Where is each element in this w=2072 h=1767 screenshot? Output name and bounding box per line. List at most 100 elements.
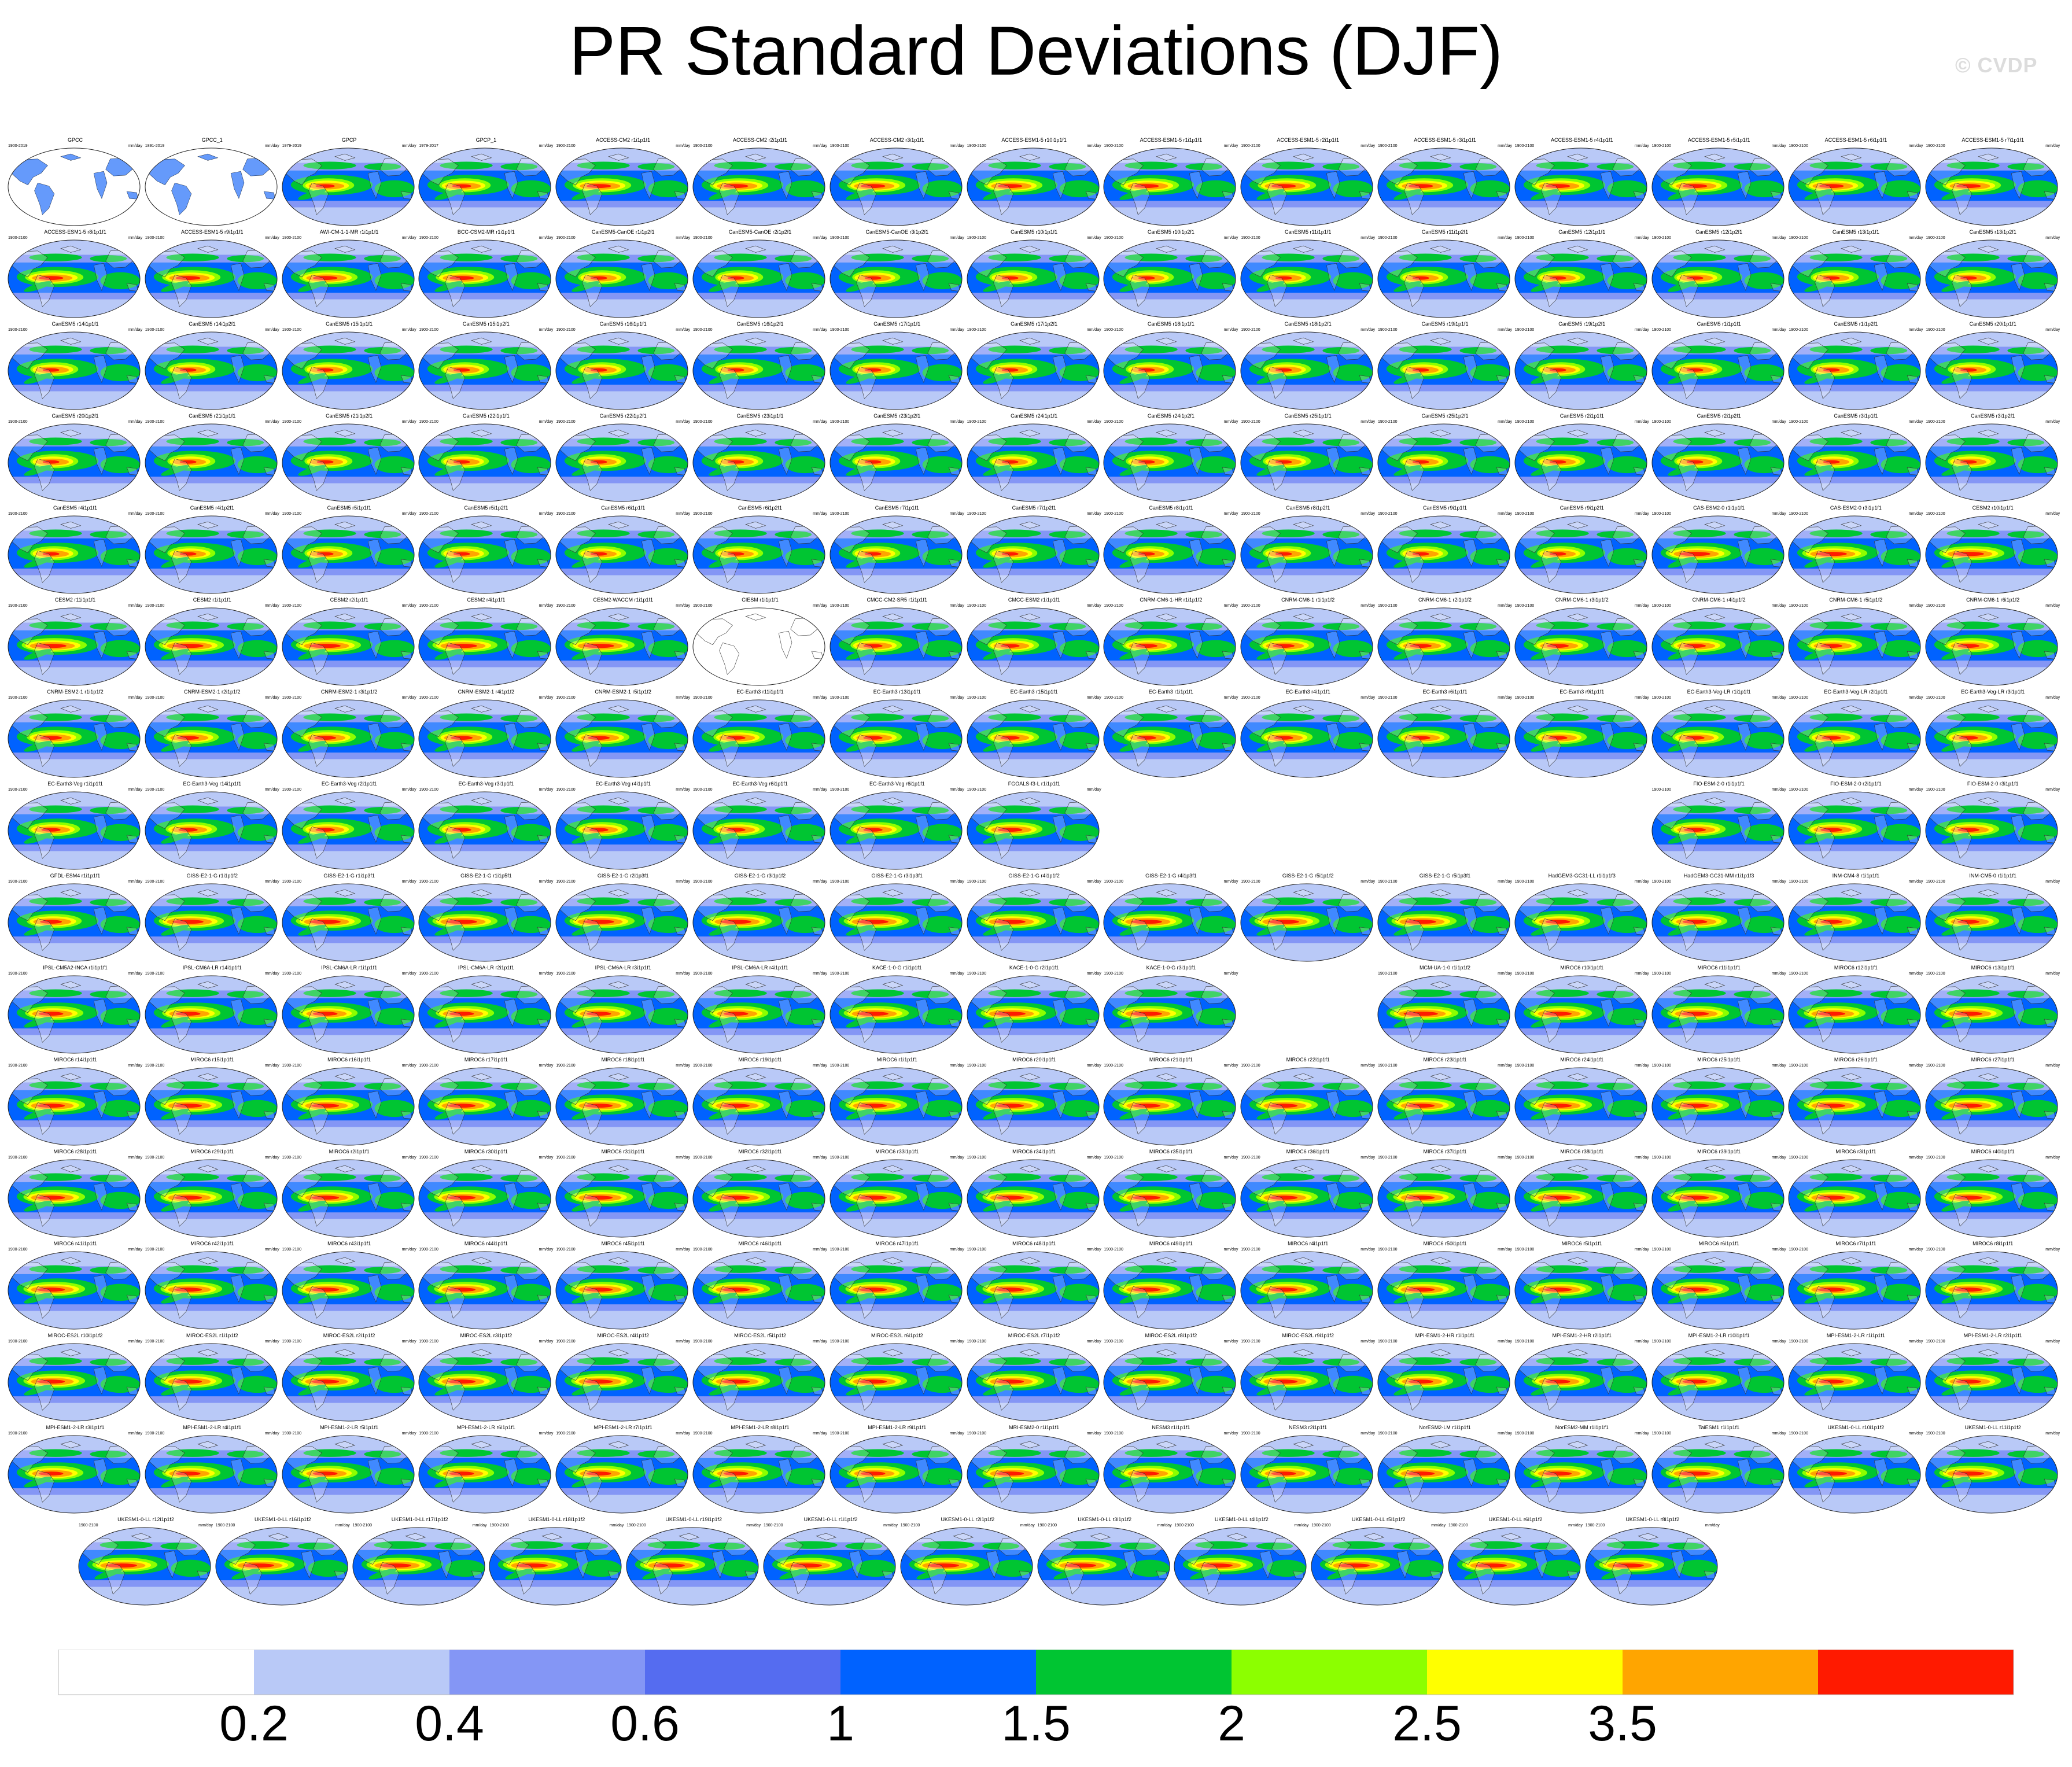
map-outline (1514, 423, 1647, 502)
map-panel: GFDL-ESM4 r1i1p1f1 1900-2100 mm/day (7, 872, 143, 965)
panel-map (1788, 607, 1921, 686)
panel-units: mm/day (2045, 420, 2060, 424)
panel-years: 1900-2100 (145, 972, 165, 976)
panel-title: CNRM-CM6-1 r1i1p1f2 (1281, 597, 1335, 603)
panel-title: CanESM5 r8i1p1f1 (1149, 505, 1193, 511)
map-outline (145, 1159, 278, 1238)
map-outline (967, 423, 1100, 502)
map-panel: GPCP_1 1979-2017 mm/day (418, 137, 554, 229)
map-outline (1651, 1251, 1785, 1330)
panel-title: MIROC6 r23i1p1f1 (1423, 1057, 1467, 1063)
panel-map (555, 1159, 688, 1238)
panel-years: 1900-2100 (967, 144, 987, 148)
panel-title: GISS-E2-1-G r2i1p3f1 (597, 873, 649, 879)
map-outline (829, 791, 963, 870)
panel-years: 1900-2100 (419, 788, 438, 792)
panel-map (1103, 607, 1236, 686)
panel-units: mm/day (1908, 1248, 1923, 1252)
panel-map (1925, 515, 2058, 594)
map-outline (1925, 147, 2058, 226)
panel-map (1103, 239, 1236, 318)
panel-title: CanESM5 r20i1p2f1 (51, 413, 99, 419)
map-outline (555, 331, 688, 410)
panel-map (1311, 1527, 1444, 1606)
map-outline (1651, 883, 1785, 962)
panel-map (1788, 1251, 1921, 1330)
panel-years: 1900-2100 (556, 1064, 576, 1068)
map-panel: MIROC6 r32i1p1f1 1900-2100 mm/day (692, 1148, 828, 1241)
panel-units: mm/day (1634, 972, 1649, 976)
map-panel: CNRM-CM6-1-HR r1i1p1f2 1900-2100 mm/day (1103, 596, 1239, 689)
panel-map (1103, 147, 1236, 226)
panel-title: MIROC6 r49i1p1f1 (1149, 1241, 1193, 1246)
panel-map (692, 1435, 825, 1514)
map-outline (555, 1435, 688, 1514)
panel-years: 1900-2100 (1311, 1523, 1331, 1528)
panel-map (829, 515, 963, 594)
panel-map (1788, 791, 1921, 870)
panel-map (1240, 1343, 1373, 1422)
panel-units: mm/day (1634, 144, 1649, 148)
panel-map (1788, 239, 1921, 318)
panel-title: CanESM5 r25i1p2f1 (1421, 413, 1469, 419)
panel-map (1925, 699, 2058, 778)
panel-title: ACCESS-ESM1-5 r3i1p1f1 (1414, 137, 1476, 143)
colorbar-tick-label: 0.2 (219, 1696, 289, 1751)
panel-years: 1900-2100 (556, 1340, 576, 1344)
panel-units: mm/day (1498, 1156, 1512, 1160)
map-outline (1925, 423, 2058, 502)
map-outline (489, 1527, 622, 1606)
panel-years: 1900-2100 (967, 972, 987, 976)
panel-title: MIROC6 r35i1p1f1 (1149, 1149, 1193, 1154)
panel-title: IPSL-CM6A-LR r3i1p1f1 (595, 965, 651, 971)
panel-units: mm/day (401, 604, 416, 608)
map-outline (1240, 699, 1373, 778)
panel-units: mm/day (264, 880, 279, 884)
panel-title: UKESM1-0-LL r19i1p1f2 (665, 1517, 722, 1522)
map-outline (1651, 1159, 1785, 1238)
panel-title: CanESM5 r7i1p2f1 (1012, 505, 1056, 511)
panel-title: CMCC-ESM2 r1i1p1f1 (1008, 597, 1060, 603)
map-outline (282, 699, 415, 778)
panel-years: 1900-2100 (556, 788, 576, 792)
panel-years: 1900-2100 (419, 1248, 438, 1252)
map-outline (692, 1067, 825, 1146)
panel-map (489, 1527, 622, 1606)
panel-years: 1900-2100 (693, 1156, 713, 1160)
map-outline (967, 1343, 1100, 1422)
map-outline (1651, 1435, 1785, 1514)
map-outline (967, 791, 1100, 870)
map-panel: CNRM-ESM2-1 r2i1p1f2 1900-2100 mm/day (144, 688, 281, 781)
map-panel: CNRM-CM6-1 r2i1p1f2 1900-2100 mm/day (1377, 596, 1513, 689)
panel-units: mm/day (2045, 788, 2060, 792)
panel-years: 1900-2100 (1926, 696, 1945, 700)
panel-years: 1900-2100 (693, 1248, 713, 1252)
panel-map (555, 147, 688, 226)
panel-map (692, 791, 825, 870)
panel-years: 1900-2100 (8, 512, 28, 516)
panel-years: 1900-2100 (145, 604, 165, 608)
panel-years: 1900-2100 (8, 1432, 28, 1436)
panel-years: 1900-2100 (282, 696, 302, 700)
panel-title: MIROC6 r40i1p1f1 (1971, 1149, 2015, 1154)
map-panel: MPI-ESM1-2-LR r7i1p1f1 1900-2100 mm/day (555, 1424, 691, 1517)
panel-title: CanESM5 r14i1p2f1 (189, 321, 236, 327)
panel-units: mm/day (1086, 880, 1101, 884)
panel-years: 1900-2100 (1651, 144, 1672, 148)
panel-years: 1900-2100 (1514, 1248, 1535, 1252)
panel-years: 1900-2100 (1789, 144, 1808, 148)
panel-years: 1900-2100 (1789, 788, 1808, 792)
map-panel: CanESM5 r15i1p1f1 1900-2100 mm/day (281, 320, 418, 413)
panel-map (900, 1527, 1033, 1606)
map-outline (1377, 239, 1510, 318)
panel-map (1651, 1067, 1785, 1146)
panel-years: 1900-2100 (1789, 1432, 1808, 1436)
panel-map (1788, 699, 1921, 778)
panel-years: 1900-2100 (1651, 1064, 1672, 1068)
panel-years: 1900-2100 (1789, 1064, 1808, 1068)
map-outline (1240, 1251, 1373, 1330)
map-panel: IPSL-CM5A2-INCA r1i1p1f1 1900-2100 mm/day (7, 964, 143, 1057)
panel-years: 1900-2100 (8, 604, 28, 608)
panel-years: 1900-2100 (419, 512, 438, 516)
